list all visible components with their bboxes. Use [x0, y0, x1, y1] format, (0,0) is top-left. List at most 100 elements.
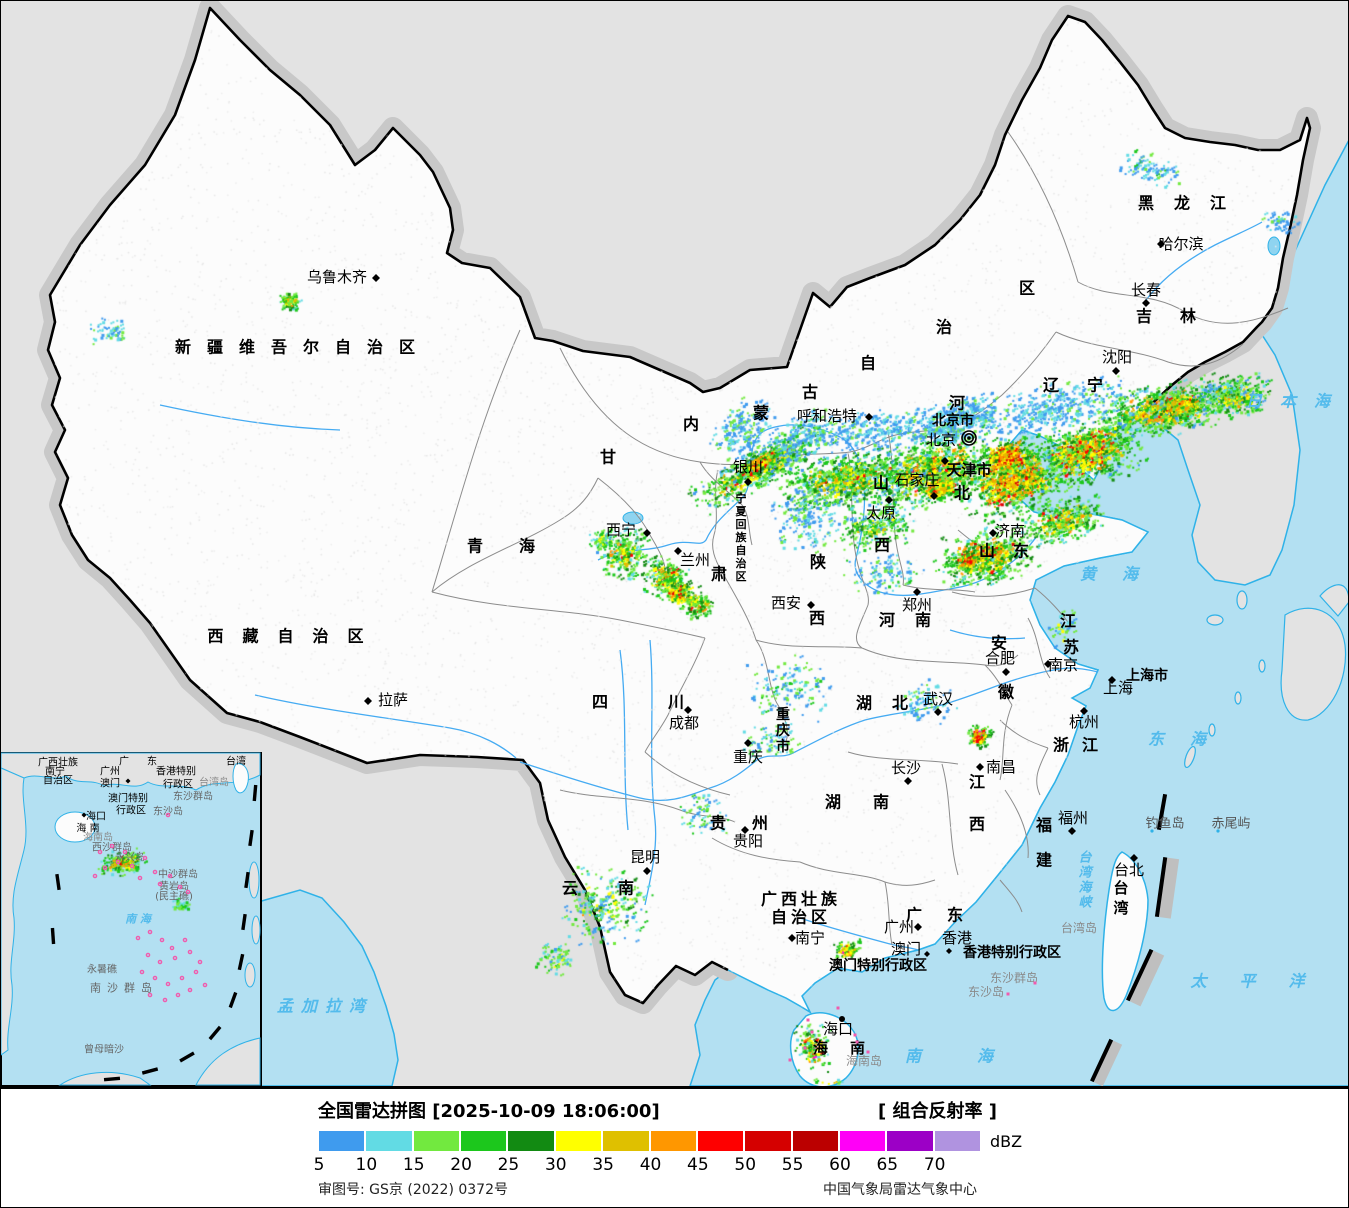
province-label: 黑龙江	[1138, 194, 1246, 213]
province-label: 宁夏回族自治区	[736, 491, 748, 583]
city-label: 广州	[884, 918, 914, 936]
province-label: 浙江	[1053, 736, 1111, 755]
inset-label: 东沙群岛	[173, 790, 213, 803]
province-label: 西	[969, 815, 985, 834]
dbz-tick: 5	[313, 1155, 325, 1175]
inset-reef-icon	[142, 855, 148, 861]
inset-reef-icon	[182, 937, 188, 943]
city-label: 香港	[942, 929, 972, 947]
city-label: 贵阳	[733, 832, 763, 850]
colorbar-segment	[555, 1131, 602, 1151]
colorbar-segment	[413, 1131, 460, 1151]
city-marker-icon	[976, 763, 984, 771]
inset-dash-segment	[237, 953, 245, 971]
inset-reef-icon	[152, 975, 158, 981]
province-label: 云南	[562, 879, 674, 898]
city-label: 拉萨	[378, 691, 408, 709]
province-label: 湾	[1113, 899, 1128, 917]
inset-dash-segment	[208, 1025, 222, 1041]
province-label: 甘	[600, 448, 616, 467]
inset-label: 永暑礁	[87, 963, 117, 976]
city-label: 西宁	[606, 521, 636, 539]
province-label: 重庆市	[776, 706, 790, 755]
inset-reef-icon	[147, 929, 153, 935]
city-marker-icon	[839, 1016, 845, 1022]
inset-label: 永兴岛	[115, 851, 145, 864]
island-name-label: 海南岛	[846, 1053, 882, 1068]
reef-mark-icon	[806, 1018, 810, 1022]
inset-label: 行政区	[116, 804, 146, 817]
colorbar-segment	[745, 1131, 791, 1151]
inset-reef-icon	[139, 969, 145, 975]
dbz-tick: 25	[497, 1155, 520, 1175]
inset-dash-segment	[50, 927, 56, 945]
city-marker-icon	[1112, 367, 1120, 375]
sea-name-label: 东海	[1148, 730, 1232, 749]
city-marker-icon	[807, 601, 815, 609]
island-name-label: 东沙群岛	[990, 970, 1038, 985]
province-label: 徽	[997, 683, 1015, 702]
license-number: 审图号: GS京 (2022) 0372号	[318, 1182, 508, 1198]
dbz-tick: 40	[639, 1155, 662, 1175]
capital-marker-icon	[961, 430, 977, 446]
city-marker-icon	[1044, 660, 1052, 668]
province-label: 广西壮族	[761, 890, 841, 909]
city-marker-icon	[934, 708, 942, 716]
city-label: 太原	[866, 504, 896, 522]
province-label: 江	[969, 773, 985, 792]
province-label: 苏	[1063, 638, 1079, 657]
inset-label: 南沙群岛	[90, 981, 158, 995]
inset-reef-icon	[92, 873, 98, 879]
dbz-tick: 15	[402, 1155, 425, 1175]
inset-reef-icon	[147, 992, 153, 998]
colorbar-segment	[697, 1131, 744, 1151]
reef-mark-icon	[1033, 981, 1037, 985]
city-label: 武汉	[923, 690, 953, 708]
dbz-tick: 20	[450, 1155, 472, 1175]
province-label: 四川	[592, 693, 744, 712]
dbz-colorbar	[319, 1131, 981, 1151]
map-bottom-divider	[0, 1086, 1349, 1089]
city-label: 合肥	[985, 649, 1015, 667]
inset-reef-icon	[187, 987, 193, 993]
city-label: 澳门	[891, 940, 921, 958]
city-marker-icon	[744, 739, 752, 747]
colorbar-segment	[461, 1131, 507, 1151]
inset-reef-icon	[169, 945, 175, 951]
inset-label: 东沙岛	[153, 805, 183, 818]
reef-mark-icon	[855, 1040, 859, 1044]
reef-mark-icon	[810, 1030, 814, 1034]
colorbar-segment	[839, 1131, 886, 1151]
colorbar-segment	[319, 1131, 365, 1151]
city-label: 长春	[1131, 281, 1161, 299]
city-marker-icon	[1142, 299, 1150, 307]
province-label: 辽宁	[1043, 376, 1131, 395]
admin-region-label: 上海市	[1126, 667, 1168, 684]
province-label: 台	[1113, 879, 1128, 897]
city-marker-icon	[741, 826, 749, 834]
inset-reef-icon	[152, 869, 158, 875]
city-label: 南昌	[986, 758, 1016, 776]
city-label: 南宁	[795, 929, 825, 947]
province-label: 内	[683, 415, 699, 434]
colorbar-segment	[508, 1131, 554, 1151]
province-label: 北	[954, 484, 970, 503]
inset-dash-segment	[103, 1076, 121, 1082]
city-label: 成都	[669, 714, 699, 732]
province-label: 江	[1060, 612, 1076, 631]
province-label: 河南	[879, 611, 951, 630]
inset-reef-icon	[159, 937, 165, 943]
city-marker-icon	[1157, 240, 1165, 248]
reef-mark-icon	[1006, 992, 1010, 996]
city-marker-icon	[1108, 676, 1116, 684]
inset-label: 曾母暗沙	[84, 1043, 124, 1056]
province-label: 西藏自治区	[207, 627, 382, 646]
inset-label: 自治区	[43, 774, 73, 787]
inset-reef-icon	[145, 952, 151, 958]
province-label: 山	[873, 474, 889, 493]
island-name-label: 赤尾屿	[1211, 817, 1250, 832]
city-label: 北京	[926, 431, 956, 449]
city-label: 上海	[1103, 679, 1133, 697]
